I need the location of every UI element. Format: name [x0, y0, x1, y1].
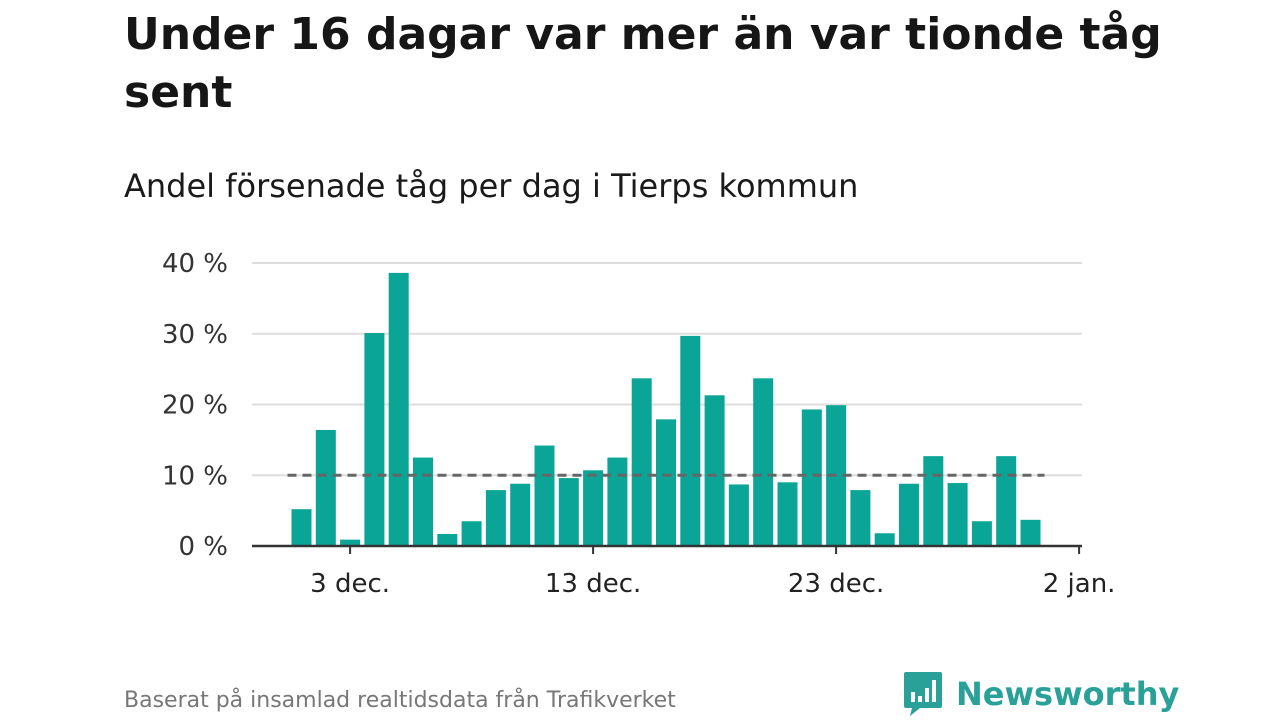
- bar: 8 dec.: 3.5: [461, 521, 482, 546]
- bar: 28 dec.: 8.9: [947, 483, 968, 546]
- bar: 24 dec.: 7.9: [850, 490, 871, 546]
- bar: 19 dec.: 8.7: [728, 484, 749, 546]
- bar: 17 dec.: 29.7: [680, 335, 701, 546]
- bar-chart-speech-bubble-icon: [904, 672, 942, 716]
- x-tick-label: 2 jan.: [1043, 569, 1116, 599]
- bar: 1 dec.: 5.2: [291, 509, 312, 546]
- y-tick-label: 10 %: [162, 461, 228, 491]
- y-tick-label: 40 %: [162, 249, 228, 279]
- bar: 25 dec.: 1.8: [874, 533, 895, 546]
- bar: 15 dec.: 23.7: [631, 378, 652, 546]
- bar: 31 dec.: 3.7: [1020, 519, 1041, 546]
- bar: 16 dec.: 17.9: [656, 419, 676, 546]
- bar: 21 dec.: 9: [777, 482, 798, 546]
- y-tick-label: 20 %: [162, 391, 228, 421]
- chart-title: Under 16 dagar var mer än var tionde tåg…: [124, 9, 1162, 118]
- bar: 3 dec.: 0.9: [340, 539, 361, 546]
- y-tick-label: 30 %: [162, 320, 228, 350]
- x-tick-label: 3 dec.: [310, 569, 390, 599]
- bar: 11 dec.: 14.2: [534, 445, 555, 546]
- bar: 7 dec.: 1.7: [437, 533, 458, 546]
- bar: 27 dec.: 12.7: [923, 456, 944, 546]
- bar: 6 dec.: 12.5: [413, 457, 433, 546]
- bar: 13 dec.: 10.7: [583, 470, 604, 546]
- bar: 9 dec.: 7.9: [485, 490, 506, 546]
- bar: 12 dec.: 9.6: [558, 478, 579, 546]
- bar: 14 dec.: 12.5: [607, 457, 628, 546]
- brand-logo: Newsworthy: [902, 670, 1179, 718]
- bar: 30 dec.: 12.7: [996, 456, 1017, 546]
- bar: 29 dec.: 3.5: [971, 521, 992, 546]
- bar: 22 dec.: 19.3: [801, 409, 822, 546]
- y-tick-label: 0 %: [178, 532, 228, 562]
- bar: 20 dec.: 23.7: [753, 378, 774, 546]
- bar: 18 dec.: 21.3: [704, 395, 725, 546]
- source-note: Baserat på insamlad realtidsdata från Tr…: [124, 688, 676, 713]
- bar: 5 dec.: 38.6: [388, 272, 409, 546]
- bar: 4 dec.: 30.1: [364, 333, 385, 546]
- x-tick-label: 13 dec.: [545, 569, 641, 599]
- chart-subtitle: Andel försenade tåg per dag i Tierps kom…: [124, 167, 859, 205]
- brand-name: Newsworthy: [956, 675, 1180, 713]
- x-tick-label: 23 dec.: [788, 569, 884, 599]
- bar: 2 dec.: 16.4: [315, 429, 336, 546]
- bar: 10 dec.: 8.8: [510, 483, 531, 546]
- bar: 26 dec.: 8.8: [899, 483, 919, 546]
